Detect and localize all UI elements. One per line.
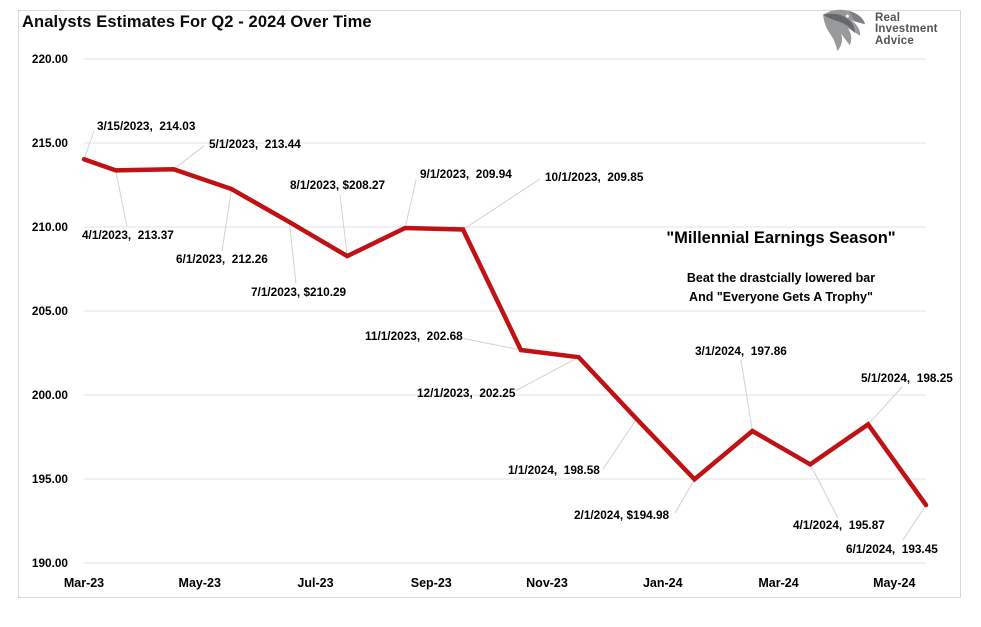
brand-name: Real Investment Advice	[875, 11, 938, 48]
data-label-leader	[809, 464, 839, 519]
data-point-label: 6/1/2024, 193.45	[846, 542, 938, 556]
data-point-label: 10/1/2023, 209.85	[545, 170, 644, 184]
data-label-leader	[740, 359, 753, 432]
annotation-block: "Millennial Earnings Season" Beat the dr…	[581, 227, 981, 306]
data-label-leader	[221, 188, 232, 252]
data-point-label: 11/1/2023, 202.68	[365, 329, 463, 343]
y-axis-tick-label: 205.00	[32, 304, 69, 318]
x-axis-tick-label: Sep-23	[411, 576, 452, 590]
eagle-icon	[820, 8, 870, 52]
x-axis-tick-label: Mar-23	[64, 576, 104, 590]
data-label-leader	[902, 504, 927, 541]
data-label-leader	[115, 170, 128, 228]
data-point-label: 3/1/2024, 197.86	[695, 344, 787, 358]
y-axis-tick-label: 210.00	[32, 220, 69, 234]
y-axis-tick-label: 200.00	[32, 388, 69, 402]
data-label-leader	[83, 130, 95, 160]
y-axis-tick-label: 195.00	[32, 472, 69, 486]
x-axis-tick-label: Mar-24	[758, 576, 798, 590]
brand-logo: Real Investment Advice	[820, 8, 938, 52]
data-point-label: 2/1/2024, $194.98	[574, 508, 670, 522]
data-point-label: 5/1/2023, 213.44	[209, 137, 301, 151]
data-label-leader	[674, 479, 695, 514]
y-axis-tick-label: 190.00	[32, 556, 69, 570]
data-point-label: 6/1/2023, 212.26	[176, 252, 268, 266]
chart-title: Analysts Estimates For Q2 - 2024 Over Ti…	[22, 13, 372, 31]
data-point-label: 12/1/2023, 202.25	[417, 386, 516, 400]
chart-border	[18, 10, 961, 598]
x-axis-tick-label: May-24	[873, 576, 915, 590]
annotation-headline: "Millennial Earnings Season"	[666, 229, 896, 247]
data-label-leader	[462, 178, 541, 230]
data-label-leader	[602, 418, 638, 470]
data-label-leader	[404, 179, 417, 229]
x-axis-tick-label: Nov-23	[526, 576, 568, 590]
data-label-leader	[173, 145, 205, 170]
data-point-label: 9/1/2023, 209.94	[420, 167, 512, 181]
annotation-line-2: And "Everyone Gets A Trophy"	[689, 289, 873, 304]
data-label-leader	[288, 222, 297, 285]
data-point-label: 7/1/2023, $210.29	[251, 285, 347, 299]
x-axis-tick-label: Jul-23	[297, 576, 333, 590]
annotation-line-1: Beat the drastcially lowered bar	[686, 271, 876, 285]
data-label-leader	[867, 386, 903, 425]
data-point-label: 1/1/2024, 198.58	[508, 463, 600, 477]
brand-line-2: Investment	[875, 23, 938, 36]
brand-line-3: Advice	[875, 34, 914, 47]
y-axis-tick-label: 220.00	[32, 52, 69, 66]
data-point-label: 4/1/2023, 213.37	[82, 228, 174, 242]
data-point-label: 8/1/2023, $208.27	[290, 178, 386, 192]
data-label-leader	[339, 194, 348, 257]
data-label-leader	[514, 356, 579, 392]
x-axis-tick-label: Jan-24	[643, 576, 683, 590]
data-point-label: 5/1/2024, 198.25	[861, 371, 953, 385]
brand-line-1: Real	[875, 11, 901, 24]
data-point-label: 3/15/2023, 214.03	[97, 119, 196, 133]
x-axis-tick-label: May-23	[179, 576, 221, 590]
data-label-leader	[460, 337, 521, 351]
estimates-line-series	[81, 157, 929, 508]
y-axis-tick-label: 215.00	[32, 136, 69, 150]
data-point-label: 4/1/2024, 195.87	[793, 518, 885, 532]
